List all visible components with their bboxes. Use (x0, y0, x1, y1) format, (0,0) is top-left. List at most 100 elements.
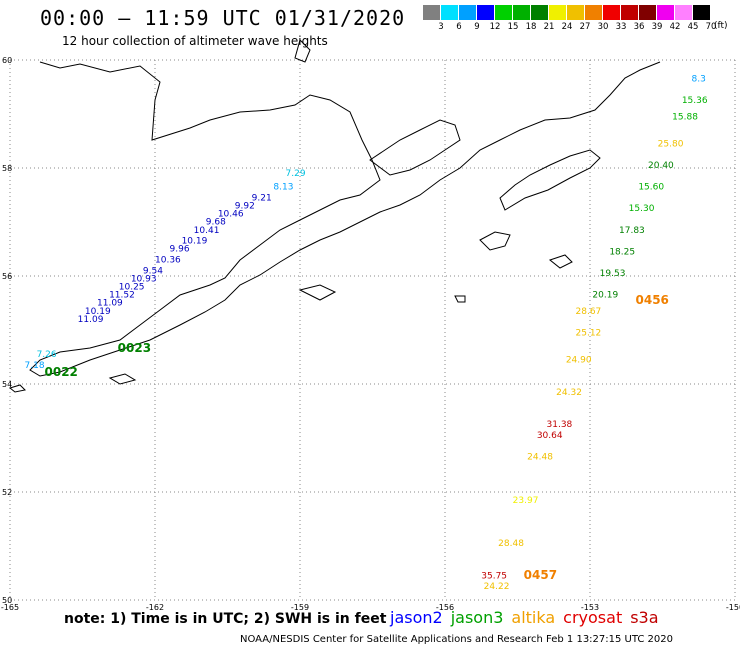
satellite-name: s3a (630, 608, 659, 627)
legend-swatch (513, 5, 531, 20)
wave-height-point: 9.96 (170, 245, 190, 255)
y-tick-label: 58 (2, 164, 12, 173)
legend-label: 42 (669, 22, 681, 32)
wave-height-point: 31.38 (547, 420, 573, 430)
wave-height-point: 24.32 (556, 388, 582, 398)
track-time-label: 0022 (45, 365, 78, 379)
wave-height-point: 25.12 (576, 328, 602, 338)
y-tick-label: 54 (2, 380, 12, 389)
wave-height-point: 11.09 (97, 299, 123, 309)
wave-height-point: 24.48 (527, 453, 553, 463)
x-tick-label: -156 (436, 603, 454, 612)
wave-height-point: 10.93 (131, 274, 157, 284)
satellite-legend: jason2 jason3 altika cryosat s3a (390, 608, 667, 627)
legend-swatch (459, 5, 477, 20)
axis-ticks: -165 -162 -159 -156 -153 -150 60 58 56 54 52 50 (1, 56, 740, 612)
track-time-label: 0023 (118, 341, 151, 355)
wave-height-point: 10.25 (119, 283, 145, 293)
satellite-name: jason3 (450, 608, 504, 627)
satellite-name: altika (511, 608, 556, 627)
wave-height-point: 9.54 (143, 266, 163, 276)
wave-height-point: 10.46 (218, 210, 244, 220)
y-tick-label: 56 (2, 272, 12, 281)
legend-swatch (693, 5, 711, 20)
legend-label: 33 (615, 22, 627, 32)
legend-label: 9 (474, 22, 480, 32)
wave-height-point: 15.60 (638, 183, 664, 193)
y-tick-label: 52 (2, 488, 12, 497)
legend-label: 6 (456, 22, 462, 32)
legend-label: 27 (579, 22, 591, 32)
legend-label: 15 (507, 22, 519, 32)
wave-height-point: 9.92 (235, 202, 255, 212)
legend-swatch (495, 5, 513, 20)
wave-height-point: 15.88 (672, 112, 698, 122)
legend-label: 21 (543, 22, 555, 32)
color-legend (423, 5, 711, 20)
footer-credit: NOAA/NESDIS Center for Satellite Applica… (240, 634, 673, 645)
track-time-label: 0457 (524, 568, 557, 582)
wave-height-point: 9.68 (206, 218, 226, 228)
coastline (8, 39, 661, 393)
legend-swatch (423, 5, 441, 20)
legend-label: 12 (489, 22, 501, 32)
wave-height-point: 30.64 (537, 431, 563, 441)
legend-label: 36 (633, 22, 645, 32)
note-text: note: 1) Time is in UTC; 2) SWH is in fe… (64, 611, 387, 627)
legend-swatch (441, 5, 459, 20)
wave-height-point: 10.36 (155, 256, 181, 266)
wave-height-point: 9.21 (252, 193, 272, 203)
page-title: 00:00 – 11:59 UTC 01/31/2020 (40, 6, 406, 30)
wave-height-point: 10.19 (85, 307, 111, 317)
wave-height-point: 20.40 (648, 161, 674, 171)
wave-height-point: 28.67 (576, 307, 602, 317)
x-tick-label: -165 (1, 603, 19, 612)
wave-height-point: 17.83 (619, 226, 645, 236)
x-tick-label: -162 (146, 603, 164, 612)
track-time-label: 0456 (636, 293, 669, 307)
wave-height-point: 15.30 (629, 204, 655, 214)
wave-height-point: 28.48 (498, 539, 524, 549)
wave-height-point: 8.3 (692, 75, 706, 85)
x-tick-label: -159 (291, 603, 309, 612)
satellite-name: cryosat (563, 608, 623, 627)
wave-height-point: 20.19 (592, 291, 618, 301)
legend-swatch (567, 5, 585, 20)
legend-swatch (585, 5, 603, 20)
wave-height-point: 7.26 (37, 350, 57, 360)
legend-swatch (621, 5, 639, 20)
color-legend-labels: 3 6 9 12 15 18 21 24 27 30 33 36 39 42 45 70 (423, 22, 740, 34)
legend-swatch (675, 5, 693, 20)
legend-swatch (639, 5, 657, 20)
legend-swatch (657, 5, 675, 20)
wave-height-point: 15.36 (682, 96, 708, 106)
x-tick-label: -150 (726, 603, 740, 612)
wave-height-point: 8.13 (273, 183, 293, 193)
satellite-name: jason2 (390, 608, 443, 627)
wave-height-point: 35.75 (481, 571, 507, 581)
map-grid (9, 59, 736, 601)
wave-height-point: 25.80 (658, 139, 684, 149)
legend-unit: (ft) (714, 21, 728, 31)
legend-label: 70 (705, 22, 717, 32)
legend-label: 30 (597, 22, 609, 32)
legend-label: 18 (525, 22, 537, 32)
wave-height-point: 19.53 (600, 269, 626, 279)
wave-height-point: 10.41 (194, 226, 220, 236)
wave-height-point: 18.25 (609, 247, 635, 257)
wave-height-point: 10.19 (182, 237, 208, 247)
legend-label: 45 (687, 22, 699, 32)
wave-height-point: 7.18 (25, 361, 45, 371)
legend-label: 39 (651, 22, 663, 32)
legend-label: 3 (438, 22, 444, 32)
legend-swatch (477, 5, 495, 20)
x-tick-label: -153 (581, 603, 599, 612)
y-tick-label: 60 (2, 56, 12, 65)
wave-height-point: 7.29 (286, 169, 306, 179)
wave-height-point: 24.22 (484, 582, 510, 592)
wave-height-point: 24.90 (566, 355, 592, 365)
legend-swatch (549, 5, 567, 20)
wave-height-point: 23.97 (513, 496, 539, 506)
y-tick-label: 50 (2, 596, 12, 605)
